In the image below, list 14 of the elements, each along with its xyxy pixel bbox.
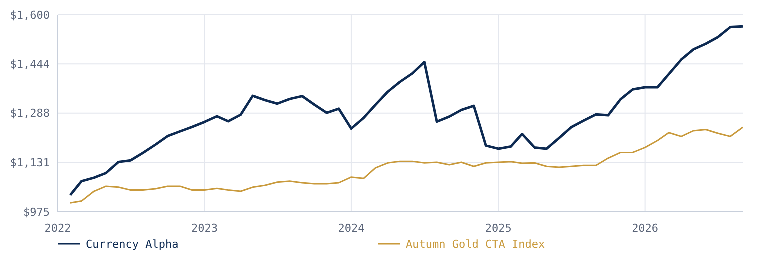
y-tick-label: $1,288 xyxy=(10,107,50,120)
y-tick-label: $1,444 xyxy=(10,58,50,72)
x-tick-label: 2025 xyxy=(485,222,512,235)
legend-label: Currency Alpha xyxy=(86,238,179,251)
line-series xyxy=(70,126,744,204)
x-tick-label: 2023 xyxy=(191,222,218,235)
x-tick-label: 2026 xyxy=(632,222,659,235)
x-tick-label: 2024 xyxy=(338,222,366,235)
legend-label: Autumn Gold CTA Index xyxy=(406,238,546,251)
y-tick-label: $1,600 xyxy=(10,8,50,22)
y-tick-label: $975 xyxy=(24,206,50,219)
y-tick-label: $1,131 xyxy=(10,156,50,170)
x-tick-label: 2022 xyxy=(44,222,72,235)
line-series xyxy=(69,25,744,197)
